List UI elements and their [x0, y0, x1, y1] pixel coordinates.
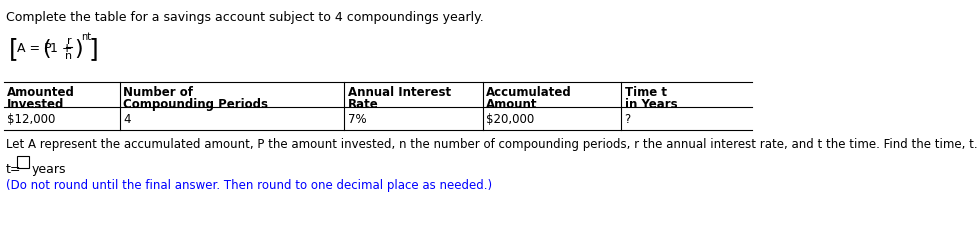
- Text: A = P: A = P: [17, 42, 52, 55]
- Text: Let A represent the accumulated amount, P the amount invested, n the number of c: Let A represent the accumulated amount, …: [6, 137, 977, 150]
- Text: $12,000: $12,000: [7, 112, 56, 126]
- Text: Complete the table for a savings account subject to 4 compoundings yearly.: Complete the table for a savings account…: [6, 11, 484, 24]
- Text: 7%: 7%: [348, 112, 366, 126]
- Text: 1 +: 1 +: [50, 42, 76, 55]
- Text: Amount: Amount: [487, 98, 537, 110]
- Text: in Years: in Years: [624, 98, 677, 110]
- Text: t=: t=: [6, 162, 21, 175]
- Text: 4: 4: [123, 112, 131, 126]
- Text: [: [: [10, 37, 19, 61]
- Text: $20,000: $20,000: [487, 112, 534, 126]
- Text: Number of: Number of: [123, 86, 193, 99]
- Text: Rate: Rate: [348, 98, 378, 110]
- FancyBboxPatch shape: [17, 156, 29, 168]
- Text: years: years: [31, 162, 66, 175]
- Text: ?: ?: [624, 112, 631, 126]
- Text: Accumulated: Accumulated: [487, 86, 572, 99]
- Text: ): ): [74, 39, 83, 59]
- Text: Annual Interest: Annual Interest: [348, 86, 450, 99]
- Text: Compounding Periods: Compounding Periods: [123, 98, 268, 110]
- Text: (: (: [42, 39, 51, 59]
- Text: ]: ]: [88, 37, 98, 61]
- Text: n: n: [65, 51, 72, 61]
- Text: Time t: Time t: [624, 86, 666, 99]
- Text: Amounted: Amounted: [7, 86, 75, 99]
- Text: nt: nt: [81, 32, 92, 42]
- Text: (Do not round until the final answer. Then round to one decimal place as needed.: (Do not round until the final answer. Th…: [6, 178, 492, 191]
- Text: Invested: Invested: [7, 98, 64, 110]
- Text: r: r: [66, 36, 71, 46]
